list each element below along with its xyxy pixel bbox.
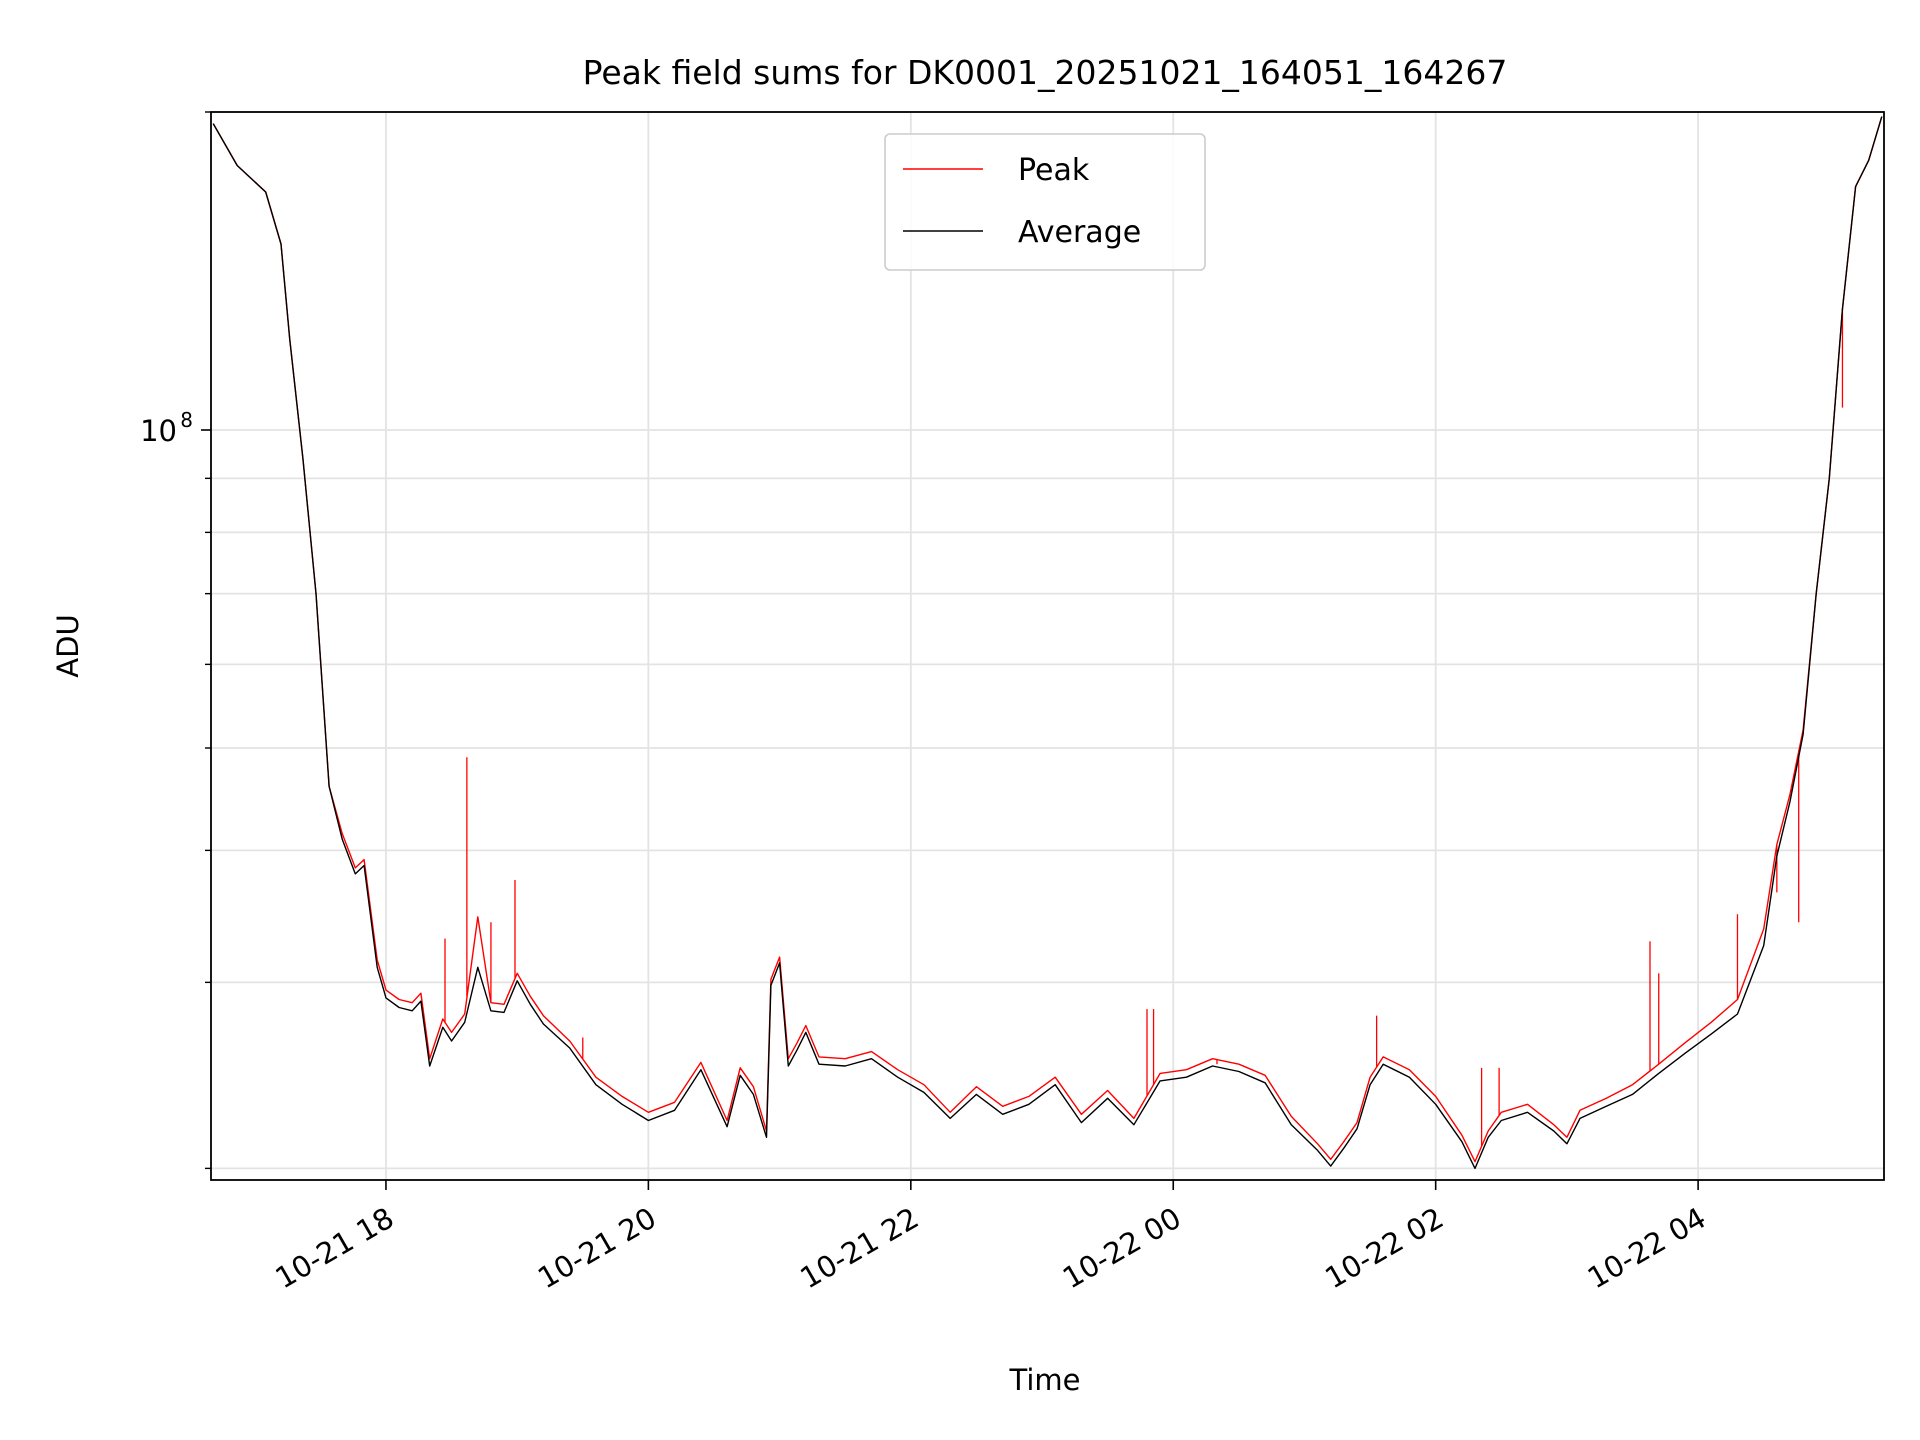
legend-peak-label: Peak [1018,153,1090,188]
legend-average-label: Average [1018,215,1141,250]
legend-box [884,133,1206,271]
series-line-peak [212,116,1883,1163]
y-tick-label-exponent: 8 [180,408,193,432]
y-tick-label: 10 [140,414,177,448]
plot-frame [210,111,1885,1181]
y-axis-label: ADU [51,614,85,677]
legend: Peak Average [884,133,1206,271]
y-axis-ticks: 10 8 [140,111,211,1170]
chart-title: Peak field sums for DK0001_20251021_1640… [583,53,1508,92]
x-axis-label: Time [1009,1363,1081,1397]
series-layer [212,116,1883,1170]
series-line-average [212,116,1883,1170]
